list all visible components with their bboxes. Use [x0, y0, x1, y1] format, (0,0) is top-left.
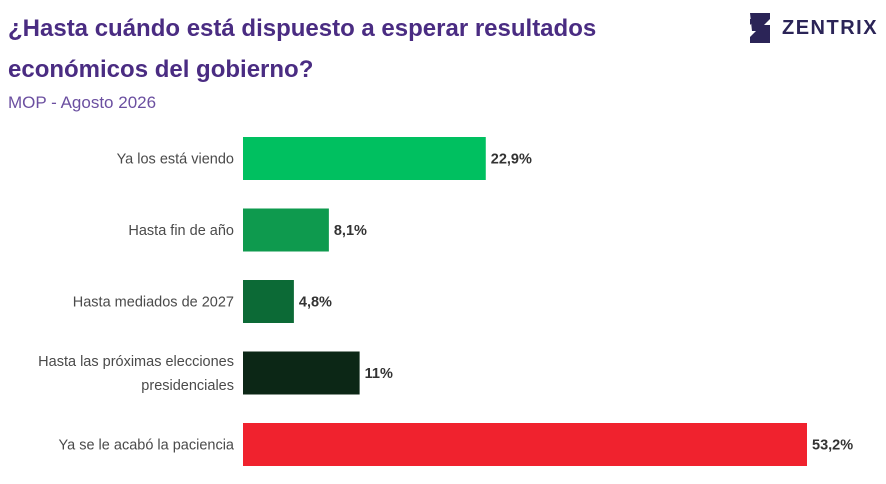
chart-title: ¿Hasta cuándo está dispuesto a esperar r…: [8, 15, 597, 83]
value-label-4: 11%: [365, 366, 393, 382]
category-label-5: Ya se le acabó la paciencia: [59, 438, 235, 454]
value-label-3: 4,8%: [299, 295, 332, 311]
bar-1: [243, 137, 486, 180]
bar-4: [243, 351, 360, 395]
logo-text: ZENTRIX: [782, 16, 879, 39]
category-label-4-line-2: presidenciales: [141, 378, 234, 394]
bar-3: [243, 280, 294, 323]
zentrix-logo-icon: [750, 13, 770, 43]
bar-2: [243, 208, 329, 252]
category-label-1: Ya los está viendo: [117, 152, 234, 168]
brand-logo: ZENTRIX: [746, 10, 878, 46]
value-label-2: 8,1%: [334, 223, 367, 239]
category-label-2: Hasta fin de año: [128, 223, 234, 239]
chart-subtitle: MOP - Agosto 2026: [8, 93, 157, 112]
category-label-3: Hasta mediados de 2027: [73, 295, 234, 311]
value-label-5: 53,2%: [812, 438, 853, 454]
value-label-1: 22,9%: [491, 152, 532, 168]
bar-5: [243, 423, 807, 466]
category-label-4-line-1: Hasta las próximas elecciones: [38, 354, 234, 370]
